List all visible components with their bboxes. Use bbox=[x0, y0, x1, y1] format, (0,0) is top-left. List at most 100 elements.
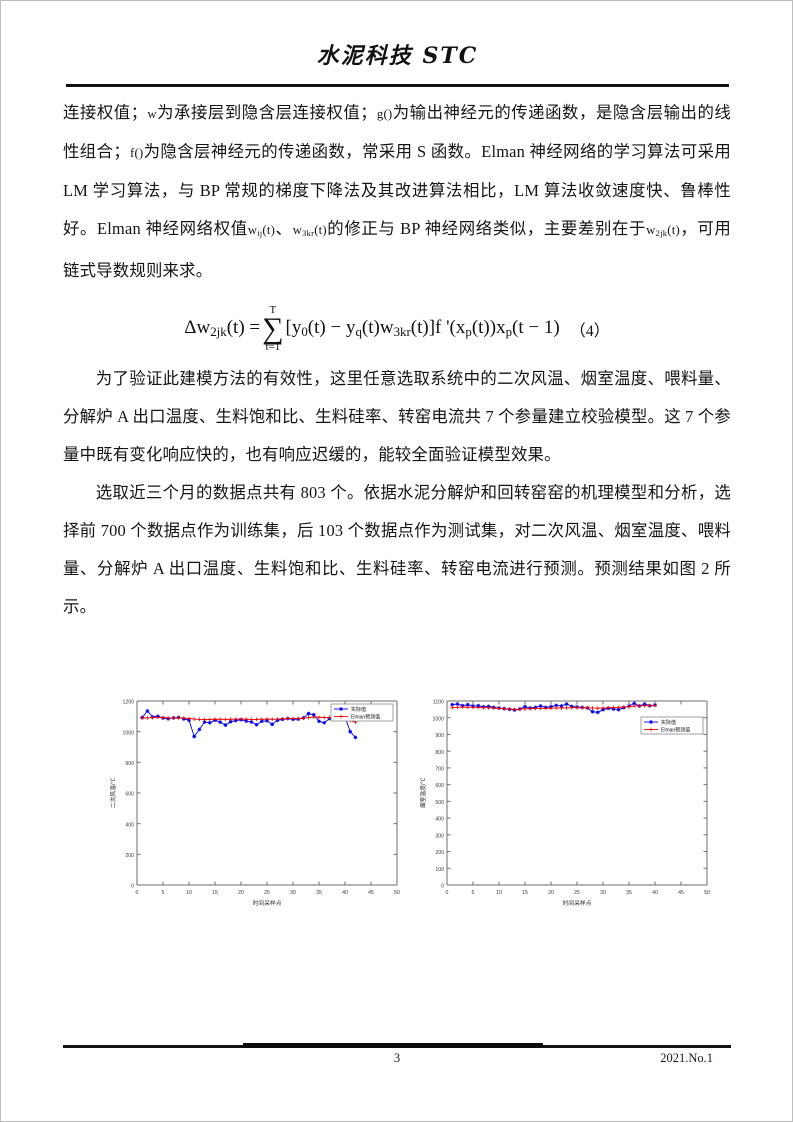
p1-seg1: 连接权值； bbox=[63, 103, 148, 122]
svg-text:10: 10 bbox=[186, 890, 192, 896]
svg-text:50: 50 bbox=[704, 890, 710, 896]
svg-text:实际值: 实际值 bbox=[661, 719, 676, 726]
p1-w3kr-base: w bbox=[292, 223, 302, 237]
svg-text:5: 5 bbox=[162, 890, 165, 896]
eq-rhs-b6: (t − 1) bbox=[512, 317, 560, 339]
p1-var-w2jk: w2jk(t) bbox=[646, 223, 680, 238]
eq-rhs-b3: (t)w bbox=[361, 317, 394, 339]
svg-text:1200: 1200 bbox=[122, 700, 134, 706]
p1-wij-base: w bbox=[247, 223, 258, 237]
svg-text:25: 25 bbox=[574, 890, 580, 896]
p1-seg3: 为承接层到隐含层连接权值； bbox=[156, 103, 377, 122]
p1-seg10: 、 bbox=[275, 219, 293, 238]
svg-text:100: 100 bbox=[435, 867, 444, 873]
chart-left-svg: 0 200 400 600 800 1000 1200 0 5 10 15 20 25 30 35 40 45 5… bbox=[109, 700, 400, 907]
issue-label: 2021.No.1 bbox=[660, 1051, 713, 1065]
journal-title: 水泥科技 STC bbox=[316, 43, 479, 69]
sum-sigma-icon: ∑ bbox=[262, 311, 284, 345]
p1-w2jk-sub: 2jk bbox=[655, 227, 668, 238]
eq-rhs-s1: 0 bbox=[301, 324, 308, 340]
svg-text:0: 0 bbox=[446, 890, 449, 896]
svg-text:200: 200 bbox=[125, 853, 134, 859]
svg-text:35: 35 bbox=[626, 890, 632, 896]
page-header: 水泥科技 STC bbox=[1, 41, 793, 71]
p1-var-f: f() bbox=[130, 146, 144, 160]
chart-kiln-chamber-temperature: 0 100 200 300 400 500 600 700 800 900 1000 1100 0 5 10… bbox=[411, 689, 719, 919]
svg-text:45: 45 bbox=[678, 890, 684, 896]
svg-text:1000: 1000 bbox=[122, 730, 134, 736]
p1-w3kr-arg: (t) bbox=[314, 223, 327, 237]
svg-text:0: 0 bbox=[441, 884, 444, 890]
svg-text:600: 600 bbox=[435, 783, 444, 789]
svg-text:600: 600 bbox=[125, 792, 134, 798]
svg-text:800: 800 bbox=[125, 761, 134, 767]
p1-wij-arg: (t) bbox=[262, 223, 276, 237]
chart-secondary-air-temperature: 0 200 400 600 800 1000 1200 0 5 10 15 20 25 30 35 40 45 5… bbox=[101, 689, 409, 919]
svg-text:1100: 1100 bbox=[433, 700, 444, 706]
sum-upper-limit: T bbox=[269, 303, 277, 316]
p1-seg7: 为隐含层神经元的传递函数，常采用 S 函数。Elman 神经网络的学习算法可采用… bbox=[63, 142, 731, 238]
svg-text:500: 500 bbox=[435, 800, 444, 806]
svg-text:Elman预测值: Elman预测值 bbox=[351, 714, 380, 721]
page-number: 3 bbox=[393, 1051, 401, 1065]
p1-seg16: ，可用链式导数规则来求。 bbox=[63, 219, 731, 280]
eq-rhs-s4: p bbox=[465, 324, 472, 340]
svg-text:15: 15 bbox=[212, 890, 218, 896]
eq-lhs-sub: 2jk bbox=[210, 324, 227, 340]
p1-var-wij: wij(t) bbox=[247, 223, 276, 238]
svg-text:30: 30 bbox=[290, 890, 296, 896]
equation-expression: Δw2jk(t) = T ∑ t=1 [y0(t) − yq(t)w3kr(t)… bbox=[184, 303, 610, 353]
eq-lhs: Δw2jk(t) = bbox=[184, 317, 260, 340]
svg-text:900: 900 bbox=[435, 733, 444, 739]
p1-seg5: 为输出神经元的传递函数，是隐含层输出的线性组合； bbox=[63, 103, 732, 161]
svg-text:400: 400 bbox=[125, 822, 134, 828]
svg-text:15: 15 bbox=[522, 890, 528, 896]
eq-rhs-s2: q bbox=[355, 324, 362, 340]
equation-number: （4） bbox=[569, 322, 610, 340]
svg-text:400: 400 bbox=[435, 817, 444, 823]
svg-text:0: 0 bbox=[136, 890, 139, 896]
eq-rhs-b4: (t)]f '(x bbox=[410, 317, 466, 339]
svg-text:0: 0 bbox=[131, 884, 134, 890]
figure-2: 0 200 400 600 800 1000 1200 0 5 10 15 20 25 30 35 40 45 5… bbox=[63, 689, 731, 921]
p1-w3kr-sub: 3kr bbox=[302, 227, 315, 238]
eq-rhs-b2: (t) − y bbox=[307, 317, 356, 339]
p1-wij-sub: ij bbox=[257, 227, 263, 238]
svg-text:40: 40 bbox=[652, 890, 658, 896]
svg-text:50: 50 bbox=[394, 890, 400, 896]
svg-text:实际值: 实际值 bbox=[351, 706, 366, 713]
page-footer: 3 2021.No.1 bbox=[63, 1051, 731, 1071]
svg-text:5: 5 bbox=[472, 890, 475, 896]
svg-text:800: 800 bbox=[435, 750, 444, 756]
paragraph-1: 连接权值；w为承接层到隐含层连接权值；g()为输出神经元的传递函数，是隐含层输出… bbox=[63, 94, 731, 290]
p1-var-w: w bbox=[147, 107, 157, 121]
svg-text:二次风温/℃: 二次风温/℃ bbox=[109, 778, 117, 809]
paragraph-2: 为了验证此建模方法的有效性，这里任意选取系统中的二次风温、烟室温度、喂料量、分解… bbox=[63, 368, 731, 464]
p1-var-w3kr: w3kr(t) bbox=[292, 223, 327, 238]
p1-w2jk-arg: (t) bbox=[667, 223, 680, 237]
svg-text:45: 45 bbox=[368, 890, 374, 896]
svg-text:时间采样点: 时间采样点 bbox=[563, 899, 592, 907]
svg-text:300: 300 bbox=[435, 833, 444, 839]
svg-text:烟室温度/℃: 烟室温度/℃ bbox=[419, 778, 427, 809]
svg-text:40: 40 bbox=[342, 890, 348, 896]
svg-text:200: 200 bbox=[435, 850, 444, 856]
p1-w2jk-base: w bbox=[646, 223, 656, 237]
header-divider bbox=[66, 84, 729, 87]
eq-rhs-s3: 3kr bbox=[393, 324, 411, 340]
svg-text:时间采样点: 时间采样点 bbox=[253, 899, 282, 907]
eq-rhs-b1: [y bbox=[285, 317, 302, 339]
svg-text:10: 10 bbox=[496, 890, 502, 896]
svg-text:20: 20 bbox=[548, 890, 554, 896]
svg-text:25: 25 bbox=[264, 890, 270, 896]
eq-rhs-b5: (t))x bbox=[471, 317, 506, 339]
eq-lhs-arg: (t) = bbox=[226, 317, 261, 339]
svg-text:700: 700 bbox=[435, 767, 444, 773]
eq-lhs-delta: Δw bbox=[184, 317, 211, 339]
svg-text:20: 20 bbox=[238, 890, 244, 896]
svg-text:35: 35 bbox=[316, 890, 322, 896]
chart-right-svg: 0 100 200 300 400 500 600 700 800 900 1000 1100 0 5 10… bbox=[419, 700, 710, 907]
svg-text:Elman预测值: Elman预测值 bbox=[661, 727, 690, 734]
footer-divider bbox=[63, 1043, 731, 1048]
